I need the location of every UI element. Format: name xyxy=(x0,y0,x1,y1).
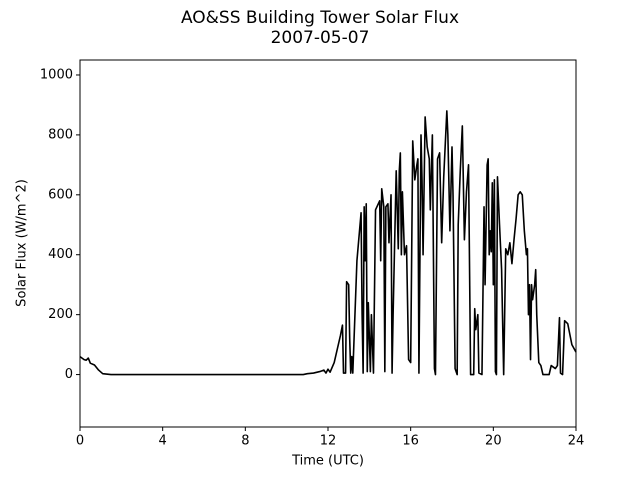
x-tick-label: 20 xyxy=(485,434,502,449)
y-tick-label: 800 xyxy=(48,127,73,142)
chart-title: AO&SS Building Tower Solar Flux xyxy=(181,8,459,28)
x-tick-label: 4 xyxy=(159,434,167,449)
y-axis-label: Solar Flux (W/m^2) xyxy=(15,179,30,307)
x-axis-label: Time (UTC) xyxy=(291,454,364,469)
plot-frame xyxy=(79,59,577,428)
y-tick-label: 0 xyxy=(65,367,73,382)
x-tick-label: 0 xyxy=(76,434,84,449)
x-tick-label: 8 xyxy=(241,434,249,449)
flux-line xyxy=(79,110,577,376)
chart-subtitle: 2007-05-07 xyxy=(271,28,370,48)
x-tick-label: 16 xyxy=(402,434,419,449)
y-tick-label: 200 xyxy=(48,307,73,322)
y-tick-label: 400 xyxy=(48,247,73,262)
y-tick-label: 600 xyxy=(48,187,73,202)
x-tick-label: 12 xyxy=(320,434,337,449)
x-tick-label: 24 xyxy=(568,434,585,449)
y-tick-label: 1000 xyxy=(40,67,73,82)
